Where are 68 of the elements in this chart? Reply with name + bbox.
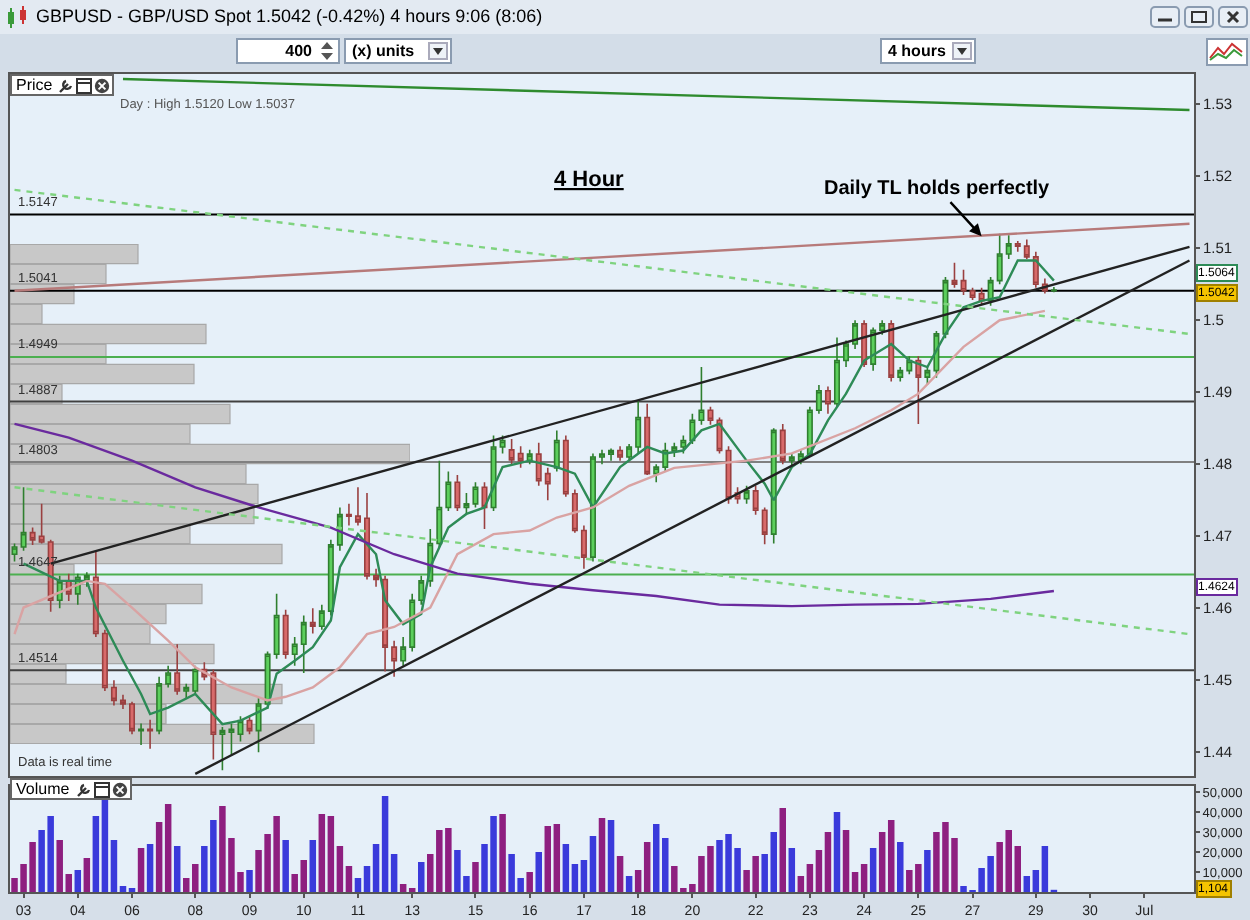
bar	[616, 856, 624, 892]
candlestick	[454, 474, 461, 512]
bar	[164, 804, 172, 892]
candlestick	[915, 355, 922, 425]
candlestick	[779, 423, 786, 466]
bar	[526, 872, 533, 892]
bar	[309, 840, 317, 892]
bar	[74, 870, 82, 892]
candlestick	[824, 385, 831, 415]
candlestick	[282, 608, 289, 660]
candlestick	[481, 481, 488, 530]
annotation: Daily TL holds perfectly	[824, 178, 1051, 200]
candlestick	[138, 722, 145, 746]
annotation: 4 Hour	[554, 168, 626, 192]
bar	[553, 824, 561, 892]
bar	[544, 826, 552, 892]
bar	[282, 840, 289, 892]
bar	[897, 842, 904, 892]
bar	[137, 848, 145, 892]
bar	[833, 812, 841, 892]
candlestick	[743, 485, 750, 505]
chart-title: GBPUSD - GBP/USD Spot 1.5042 (-0.42%) 4 hours 9:06 (8:06)	[36, 4, 543, 30]
bar	[535, 852, 542, 892]
candlestick	[210, 668, 217, 761]
candlestick	[1050, 286, 1057, 293]
bar	[1041, 846, 1049, 892]
bar	[246, 870, 253, 892]
bar	[562, 844, 570, 892]
candlestick	[553, 429, 560, 473]
candlestick	[219, 726, 226, 772]
bar	[327, 816, 335, 892]
candlestick	[246, 715, 253, 736]
bar	[779, 808, 787, 892]
line-series	[13, 309, 1047, 702]
candlestick	[300, 614, 307, 674]
candlestick	[644, 402, 651, 476]
bar	[417, 862, 425, 892]
bar	[625, 876, 633, 892]
bar	[598, 818, 606, 892]
bar	[499, 814, 506, 892]
candlestick	[147, 719, 154, 750]
bar	[643, 842, 651, 892]
candlestick	[888, 319, 895, 383]
annotation: Price	[16, 76, 53, 94]
candlestick	[174, 643, 181, 696]
bar	[607, 820, 615, 892]
bar	[869, 848, 877, 892]
bar	[83, 858, 91, 892]
bar	[472, 862, 479, 892]
bar	[318, 814, 326, 892]
bar	[842, 830, 850, 892]
annotation: Volume	[16, 780, 70, 798]
line-series	[13, 422, 1056, 608]
bar	[381, 796, 389, 892]
bar	[824, 832, 832, 892]
bar	[173, 846, 181, 892]
bar	[146, 844, 154, 892]
bar	[887, 820, 895, 892]
candlestick	[617, 445, 624, 462]
bar	[860, 864, 868, 892]
bar	[788, 848, 796, 892]
candlestick	[309, 607, 316, 635]
candlestick	[517, 445, 524, 469]
bar	[589, 836, 597, 892]
bar	[1023, 876, 1031, 892]
number-field: 400	[236, 38, 340, 64]
bar	[399, 884, 407, 892]
bar	[924, 850, 931, 892]
